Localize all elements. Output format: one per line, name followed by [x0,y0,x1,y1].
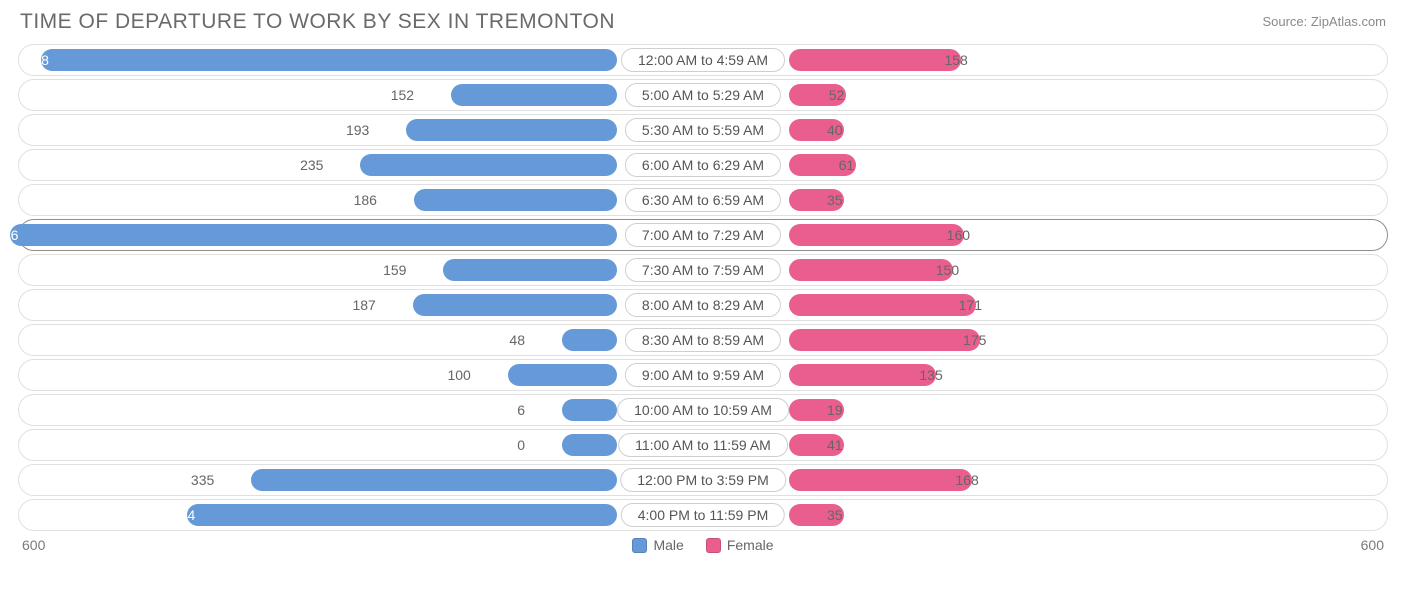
chart-row: 186 35 6:30 AM to 6:59 AM [18,184,1388,216]
category-label: 6:00 AM to 6:29 AM [625,153,781,177]
male-value: 0 [517,437,525,453]
male-value: 235 [300,157,323,173]
male-bar [443,259,617,281]
chart-row: 187 171 8:00 AM to 8:29 AM [18,289,1388,321]
chart-rows: 528 158 12:00 AM to 4:59 AM 152 52 5:00 AM to… [18,44,1388,531]
category-label: 11:00 AM to 11:59 AM [618,433,788,457]
male-value: 335 [191,472,214,488]
male-bar [508,364,617,386]
male-swatch-icon [632,538,647,553]
female-bar [789,224,964,246]
male-value: 48 [509,332,525,348]
chart-row: 528 158 12:00 AM to 4:59 AM [18,44,1388,76]
male-value: 193 [346,122,369,138]
male-bar [10,224,617,246]
female-value: 41 [827,437,843,453]
female-bar [789,364,936,386]
category-label: 5:30 AM to 5:59 AM [625,118,781,142]
chart-row: 394 35 4:00 PM to 11:59 PM [18,499,1388,531]
male-value: 152 [391,87,414,103]
male-value: 100 [447,367,470,383]
chart-row: 0 41 11:00 AM to 11:59 AM [18,429,1388,461]
male-bar [413,294,617,316]
male-bar [251,469,617,491]
chart-row: 152 52 5:00 AM to 5:29 AM [18,79,1388,111]
female-value: 40 [827,122,843,138]
female-value: 19 [827,402,843,418]
female-bar [789,329,980,351]
chart-footer: 600 Male Female 600 [18,537,1388,553]
category-label: 6:30 AM to 6:59 AM [625,188,781,212]
female-bar [789,49,961,71]
axis-left-max: 600 [22,537,45,553]
male-value: 187 [352,297,375,313]
male-value: 186 [354,192,377,208]
female-value: 135 [919,367,942,383]
female-bar [789,294,976,316]
chart-row: 193 40 5:30 AM to 5:59 AM [18,114,1388,146]
female-value: 160 [947,227,970,243]
category-label: 12:00 AM to 4:59 AM [621,48,785,72]
chart-row: 5561607:00 AM to 7:29 AM [18,219,1388,251]
chart-source: Source: ZipAtlas.com [1262,14,1386,29]
male-bar [562,434,617,456]
category-label: 9:00 AM to 9:59 AM [625,363,781,387]
male-bar [562,329,617,351]
departure-chart: TIME OF DEPARTURE TO WORK BY SEX IN TREM… [0,0,1406,594]
female-swatch-icon [706,538,721,553]
category-label: 8:00 AM to 8:29 AM [625,293,781,317]
chart-row: 48 175 8:30 AM to 8:59 AM [18,324,1388,356]
category-label: 7:30 AM to 7:59 AM [625,258,781,282]
male-value: 556 [0,227,18,243]
category-label: 5:00 AM to 5:29 AM [625,83,781,107]
male-value: 528 [26,52,49,68]
female-bar [789,259,953,281]
legend-female-label: Female [727,537,774,553]
female-value: 175 [963,332,986,348]
male-bar [406,119,617,141]
chart-row: 335 168 12:00 PM to 3:59 PM [18,464,1388,496]
category-label: 10:00 AM to 10:59 AM [617,398,789,422]
category-label: 4:00 PM to 11:59 PM [621,503,785,527]
chart-row: 100 135 9:00 AM to 9:59 AM [18,359,1388,391]
female-bar [789,469,972,491]
female-value: 150 [936,262,959,278]
chart-header: TIME OF DEPARTURE TO WORK BY SEX IN TREM… [18,10,1388,34]
legend-female: Female [706,537,774,553]
female-value: 168 [955,472,978,488]
category-label: 8:30 AM to 8:59 AM [625,328,781,352]
axis-right-max: 600 [1361,537,1384,553]
legend-male-label: Male [653,537,683,553]
female-value: 61 [839,157,855,173]
female-value: 52 [829,87,845,103]
male-bar [41,49,617,71]
legend-male: Male [632,537,683,553]
male-value: 394 [172,507,195,523]
male-bar [562,399,617,421]
male-value: 6 [517,402,525,418]
male-bar [414,189,617,211]
female-value: 35 [827,192,843,208]
female-value: 35 [827,507,843,523]
male-bar [360,154,617,176]
chart-row: 235 61 6:00 AM to 6:29 AM [18,149,1388,181]
female-value: 171 [959,297,982,313]
category-label: 7:00 AM to 7:29 AM [625,223,781,247]
chart-row: 6 19 10:00 AM to 10:59 AM [18,394,1388,426]
chart-title: TIME OF DEPARTURE TO WORK BY SEX IN TREM… [20,10,615,34]
male-bar [187,504,617,526]
male-bar [451,84,617,106]
male-value: 159 [383,262,406,278]
chart-row: 159 150 7:30 AM to 7:59 AM [18,254,1388,286]
female-value: 158 [944,52,967,68]
category-label: 12:00 PM to 3:59 PM [620,468,786,492]
legend: Male Female [632,537,773,553]
